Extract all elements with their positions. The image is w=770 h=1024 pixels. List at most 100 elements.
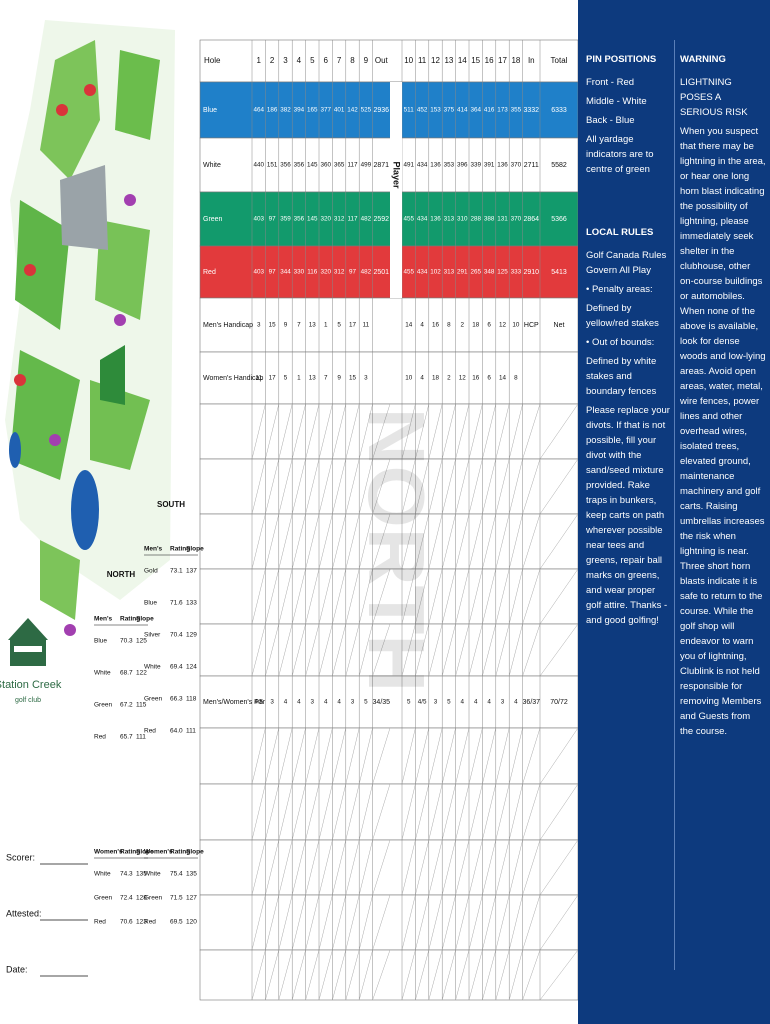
cell-diagonal (265, 458, 280, 515)
cell-diagonal (482, 727, 497, 785)
cell-diagonal (495, 839, 510, 896)
rating-cell: 70.6 (120, 919, 133, 926)
hole-marker (14, 374, 26, 386)
score-cell: 136 (430, 162, 441, 169)
hole-marker (124, 194, 136, 206)
cell-diagonal (358, 623, 373, 677)
cell-diagonal (372, 568, 391, 625)
rules-column: PIN POSITIONS Front - Red Middle - White Ba… (586, 52, 670, 632)
score-cell: 4 (487, 699, 491, 706)
cell-diagonal (482, 403, 497, 460)
rating-header: Slope (136, 616, 154, 623)
cell-diagonal (482, 623, 497, 677)
cell-diagonal (508, 458, 523, 515)
cell-diagonal (265, 839, 280, 896)
score-cell: 265 (470, 269, 481, 276)
cell-diagonal (539, 727, 578, 785)
score-cell: 511 (404, 107, 415, 114)
cell-diagonal (441, 568, 456, 625)
rating-header: Men's (144, 546, 163, 553)
score-cell: 34/35 (373, 699, 391, 706)
cell-diagonal (495, 783, 510, 841)
score-cell: 482 (361, 216, 372, 223)
score-cell: 2936 (374, 107, 390, 114)
column-header: 15 (471, 56, 480, 65)
score-cell: 4 (337, 699, 341, 706)
cell-diagonal (265, 727, 280, 785)
fairway (115, 50, 160, 140)
cell-diagonal (265, 894, 280, 951)
cell-diagonal (482, 458, 497, 515)
score-cell: 9 (337, 375, 341, 382)
score-cell: 6 (487, 322, 491, 329)
cell-diagonal (455, 839, 470, 896)
cell-diagonal (495, 458, 510, 515)
score-cell: 125 (497, 269, 508, 276)
cell-diagonal (428, 403, 443, 460)
score-cell: 333 (511, 269, 522, 276)
rating-cell: 111 (136, 734, 146, 741)
cell-diagonal (332, 839, 347, 896)
cell-diagonal (291, 783, 306, 841)
column-header: In (528, 56, 535, 65)
signature-label: Attested: (6, 908, 42, 918)
rating-header: Rating (170, 546, 190, 553)
course-map (5, 20, 175, 636)
cell-diagonal (358, 727, 373, 785)
score-cell: 391 (484, 162, 495, 169)
score-cell: 6333 (551, 107, 567, 114)
score-cell: 3 (270, 699, 274, 706)
cell-diagonal (278, 623, 293, 677)
score-cell: 9 (284, 322, 288, 329)
cell-diagonal (372, 783, 391, 841)
cell-diagonal (318, 839, 333, 896)
score-cell: 8 (514, 375, 518, 382)
cell-diagonal (508, 403, 523, 460)
rating-cell: 125 (136, 638, 147, 645)
cell-diagonal (291, 727, 306, 785)
row-background (199, 245, 578, 299)
column-header: 13 (444, 56, 453, 65)
rating-cell: 122 (136, 670, 147, 677)
column-header: Total (551, 56, 568, 65)
cell-diagonal (539, 839, 578, 896)
score-cell: 11 (255, 375, 262, 382)
player-label: Player (392, 161, 402, 189)
cell-diagonal (358, 783, 373, 841)
score-cell: 455 (403, 216, 414, 223)
rating-cell: 137 (186, 568, 197, 575)
cell-diagonal (278, 513, 293, 570)
rating-cell: Red (94, 919, 106, 926)
score-cell: 2501 (374, 269, 390, 276)
score-cell: 3 (311, 699, 315, 706)
cell-diagonal (455, 568, 470, 625)
score-cell: 5413 (551, 269, 567, 276)
cell-diagonal (332, 727, 347, 785)
score-cell: 116 (307, 269, 318, 276)
logo-sub: golf club (15, 697, 41, 704)
panel-text: Middle - White (586, 96, 647, 107)
score-cell: 499 (361, 162, 372, 169)
score-cell: 434 (417, 216, 428, 223)
cell-diagonal (495, 403, 510, 460)
cell-diagonal (441, 894, 456, 951)
rating-header: Rating (170, 849, 190, 856)
cell-diagonal (428, 458, 443, 515)
cell-diagonal (345, 727, 360, 785)
cell-diagonal (401, 568, 416, 625)
row-header: Hole (204, 56, 221, 65)
score-cell: 377 (320, 107, 331, 114)
cell-diagonal (318, 513, 333, 570)
score-cell: 5 (364, 699, 368, 706)
column-header: 12 (431, 56, 440, 65)
score-cell: 365 (334, 162, 345, 169)
cell-diagonal (468, 894, 483, 951)
cell-diagonal (455, 623, 470, 677)
cell-diagonal (428, 513, 443, 570)
cell-diagonal (291, 513, 306, 570)
score-cell: 4 (324, 699, 328, 706)
cell-diagonal (455, 894, 470, 951)
score-cell: 15 (349, 375, 357, 382)
cell-diagonal (522, 458, 541, 515)
